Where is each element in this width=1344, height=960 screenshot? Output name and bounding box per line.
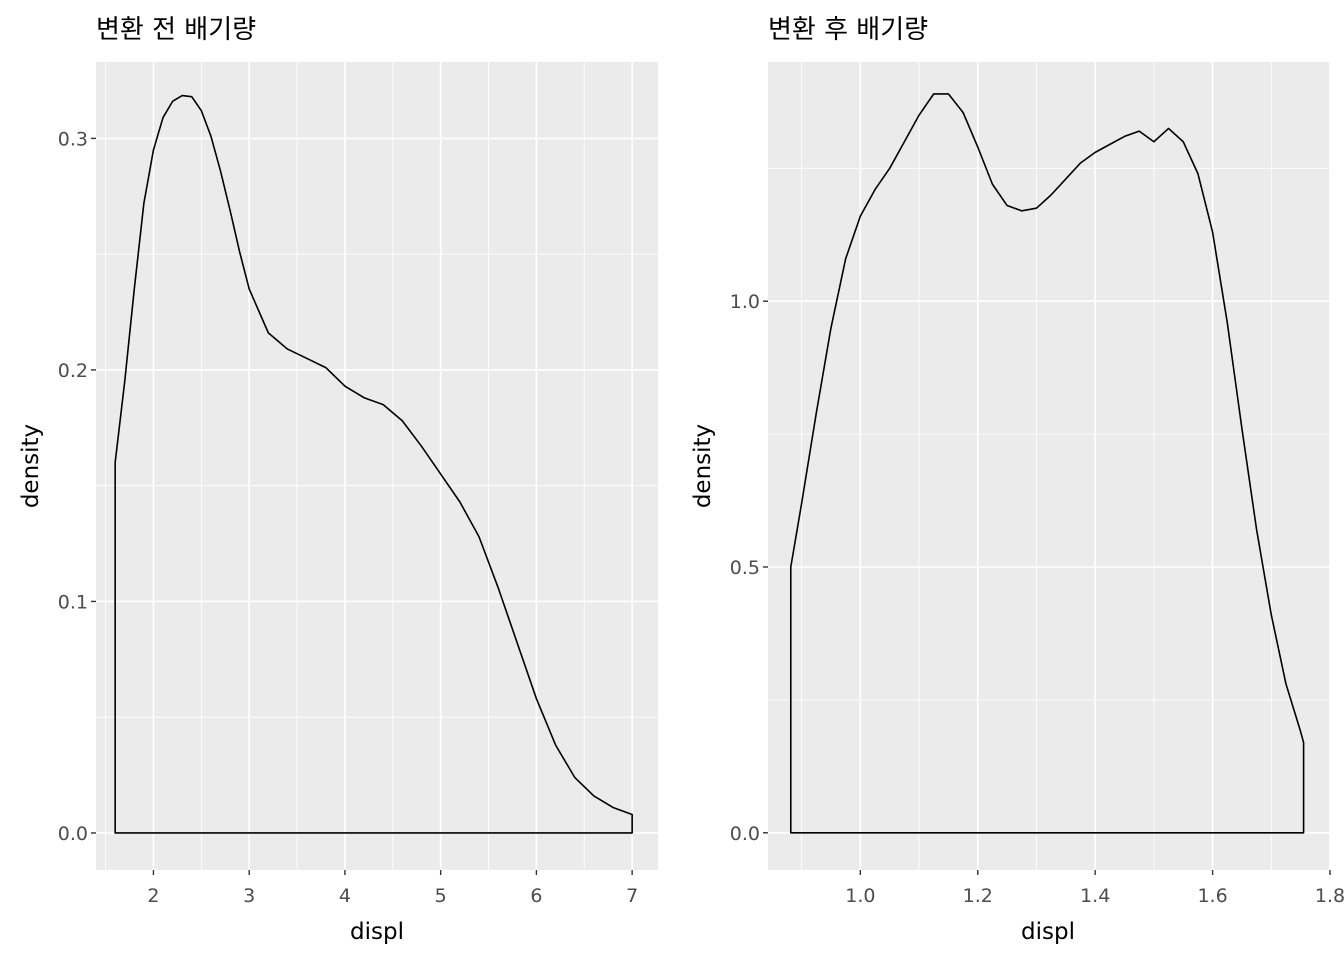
y-tick-label: 0.2 <box>58 360 88 382</box>
density-curve-after <box>789 93 1305 834</box>
x-axis-ticks-after: 1.0 1.2 1.4 1.6 1.8 <box>845 870 1344 907</box>
gridlines-after <box>768 62 1331 870</box>
y-tick-label: 0.3 <box>58 128 88 150</box>
x-axis-title-after: displ <box>1021 919 1075 945</box>
x-tick-label: 5 <box>435 885 447 907</box>
y-tick-label: 1.0 <box>730 291 760 313</box>
panel-background-before <box>96 62 658 870</box>
plot-title-before: 변환 전 배기량 <box>96 15 256 45</box>
x-tick-label: 1.0 <box>845 885 875 907</box>
y-axis-ticks-before: 0.0 0.1 0.2 0.3 <box>58 128 96 845</box>
density-plot-after: 변환 후 배기량 0.0 0.5 1.0 1.0 1.2 1.4 1.6 1.8 displ… <box>690 15 1344 945</box>
x-tick-label: 1.8 <box>1315 885 1344 907</box>
x-tick-label: 6 <box>530 885 542 907</box>
panel-background-after <box>768 62 1330 870</box>
y-axis-ticks-after: 0.0 0.5 1.0 <box>730 291 768 845</box>
x-tick-label: 7 <box>626 885 638 907</box>
density-plot-before: 변환 전 배기량 0.0 0.1 0.2 0.3 2 3 4 5 6 7 displ densi… <box>18 15 658 945</box>
x-tick-label: 1.2 <box>963 885 993 907</box>
y-tick-label: 0.5 <box>730 557 760 579</box>
x-axis-ticks-before: 2 3 4 5 6 7 <box>147 870 638 907</box>
y-axis-title-before: density <box>18 424 44 508</box>
x-tick-label: 2 <box>147 885 159 907</box>
y-tick-label: 0.0 <box>730 823 760 845</box>
x-tick-label: 3 <box>243 885 255 907</box>
plot-title-after: 변환 후 배기량 <box>768 15 928 45</box>
x-tick-label: 4 <box>339 885 351 907</box>
gridlines-before <box>96 62 658 870</box>
density-curve-before <box>114 94 633 834</box>
y-tick-label: 0.0 <box>58 823 88 845</box>
x-tick-label: 1.4 <box>1080 885 1110 907</box>
y-axis-title-after: density <box>690 424 716 508</box>
y-tick-label: 0.1 <box>58 591 88 613</box>
x-tick-label: 1.6 <box>1197 885 1227 907</box>
x-axis-title-before: displ <box>350 919 404 945</box>
